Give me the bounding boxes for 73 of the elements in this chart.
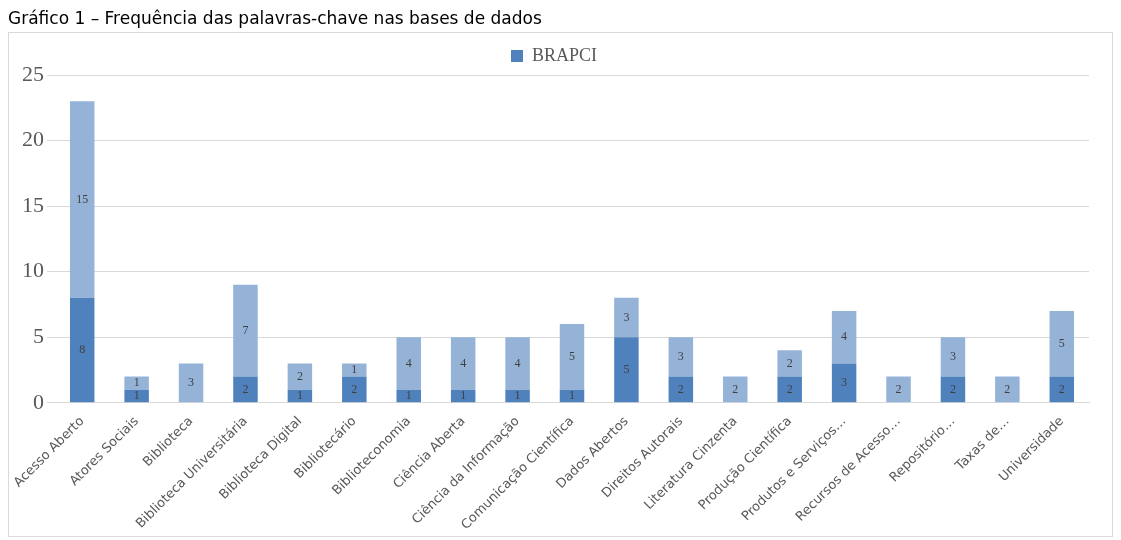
bar [287, 363, 313, 390]
data-label: 1 [133, 375, 140, 390]
data-label: 1 [514, 388, 521, 403]
y-tick-label: 10 [22, 257, 44, 283]
data-label: 2 [949, 381, 956, 396]
data-label: 2 [895, 381, 902, 396]
bar [777, 376, 802, 403]
data-label: 1 [296, 388, 303, 403]
bar [1049, 310, 1075, 377]
bar [124, 389, 149, 403]
bar [886, 376, 911, 403]
bar [450, 337, 476, 390]
bar [233, 284, 258, 377]
bar [178, 363, 204, 403]
bar [668, 337, 694, 377]
bar [777, 350, 802, 377]
data-label: 1 [351, 362, 358, 377]
data-label: 1 [569, 388, 575, 403]
data-label: 1 [133, 388, 140, 403]
bar [69, 101, 95, 298]
bar [995, 376, 1020, 403]
data-label: 2 [296, 368, 303, 383]
data-label: 3 [949, 349, 956, 364]
y-tick-label: 5 [33, 322, 44, 348]
data-label: 2 [351, 381, 358, 396]
bar [831, 363, 857, 403]
data-label: 2 [677, 381, 684, 396]
bar [614, 337, 639, 403]
y-tick-label: 15 [22, 191, 44, 217]
data-label: 8 [79, 342, 86, 357]
data-label: 2 [242, 381, 249, 396]
y-tick-label: 0 [33, 388, 44, 414]
data-label: 7 [242, 322, 249, 337]
data-label: 3 [188, 375, 195, 389]
y-tick-label: 25 [22, 60, 44, 86]
data-label: 15 [76, 191, 89, 206]
data-label: 4 [841, 329, 848, 344]
bar [124, 376, 149, 390]
bar [342, 363, 367, 377]
data-label: 3 [841, 375, 848, 389]
data-label: 4 [405, 355, 412, 370]
bar [668, 376, 694, 403]
y-tick-label: 20 [22, 126, 44, 152]
data-label: 4 [514, 355, 521, 370]
bar [396, 389, 421, 403]
data-label: 1 [460, 388, 467, 403]
bar [396, 337, 421, 390]
bar [940, 337, 966, 377]
bar [614, 297, 639, 338]
data-label: 2 [786, 381, 793, 396]
chart-title: Gráfico 1 – Frequência das palavras-chave nas bases de dados [8, 8, 543, 30]
legend-label: BRAPCI [531, 44, 598, 65]
bar [940, 376, 966, 403]
data-label: 2 [732, 381, 739, 396]
data-label: 5 [1058, 335, 1065, 350]
bar [831, 310, 857, 364]
bar [559, 324, 585, 390]
data-label: 1 [405, 388, 412, 403]
data-label: 3 [677, 349, 684, 364]
data-label: 2 [1004, 381, 1011, 396]
data-label: 5 [569, 349, 575, 364]
bar [1049, 376, 1075, 403]
bar [505, 337, 530, 390]
bar [723, 376, 748, 403]
bar [69, 297, 95, 403]
data-label: 2 [1058, 381, 1065, 396]
data-label: 4 [460, 355, 467, 370]
data-label: 5 [623, 361, 630, 376]
bar [342, 376, 367, 403]
data-label: 2 [786, 355, 793, 370]
data-label: 3 [623, 309, 630, 324]
bar [233, 376, 258, 403]
bar [505, 389, 530, 403]
